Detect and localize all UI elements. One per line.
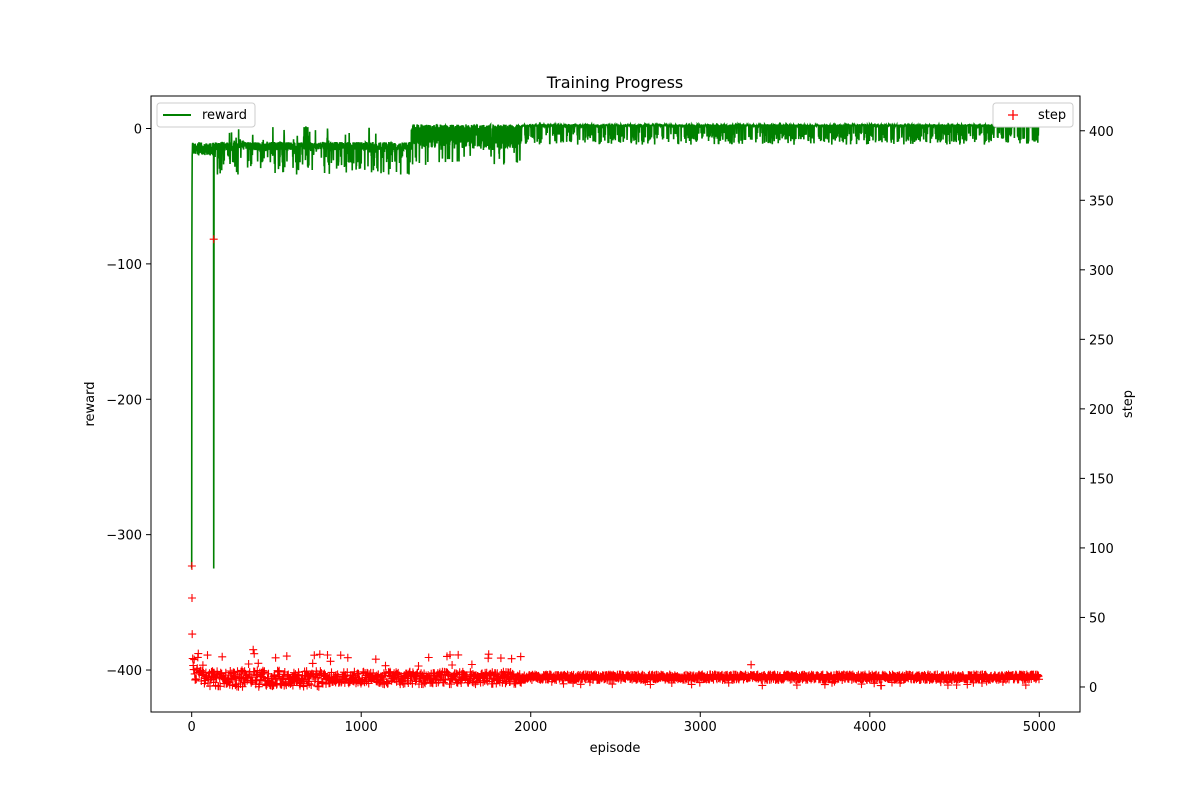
x-axis-label: episode bbox=[590, 741, 641, 756]
x-tick-label: 1000 bbox=[345, 720, 378, 735]
x-tick-label: 5000 bbox=[1023, 720, 1056, 735]
y-left-tick-label: 0 bbox=[134, 122, 142, 137]
y-right-tick-label: 200 bbox=[1089, 403, 1114, 418]
y-left-tick-label: −200 bbox=[106, 393, 142, 408]
legend-reward: reward bbox=[156, 102, 256, 128]
reward-series-line bbox=[190, 121, 1040, 569]
y-right-tick-label: 350 bbox=[1089, 194, 1114, 209]
legend-step-label: step bbox=[1038, 108, 1066, 123]
x-tick-label: 4000 bbox=[853, 720, 886, 735]
y-right-tick-label: 250 bbox=[1089, 333, 1114, 348]
plot-frame bbox=[150, 95, 1081, 713]
y-axis-right-label: step bbox=[1121, 390, 1136, 418]
y-right-tick-label: 300 bbox=[1089, 264, 1114, 279]
x-tick-label: 3000 bbox=[684, 720, 717, 735]
y-right-tick-label: 0 bbox=[1089, 681, 1097, 696]
y-right-tick-label: 50 bbox=[1089, 611, 1106, 626]
x-tick-label: 2000 bbox=[514, 720, 547, 735]
y-right-tick-label: 100 bbox=[1089, 542, 1114, 557]
y-left-tick-label: −100 bbox=[106, 258, 142, 273]
y-right-tick-label: 400 bbox=[1089, 125, 1114, 140]
legend-step: step bbox=[992, 102, 1074, 128]
axes: 0 1000 2000 3000 4000 5000 0 −100 −200 −300 −400 0 5… bbox=[106, 95, 1114, 735]
chart-title: Training Progress bbox=[546, 73, 684, 92]
y-left-tick-label: −400 bbox=[106, 664, 142, 679]
legend-step-swatch bbox=[1008, 110, 1018, 120]
x-tick-label: 0 bbox=[188, 720, 196, 735]
y-axis-left-label: reward bbox=[83, 381, 98, 426]
y-right-tick-label: 150 bbox=[1089, 472, 1114, 487]
legend-reward-label: reward bbox=[202, 108, 247, 123]
legend-reward-box bbox=[156, 102, 256, 128]
legend-step-box bbox=[992, 102, 1074, 128]
y-left-tick-label: −300 bbox=[106, 529, 142, 544]
